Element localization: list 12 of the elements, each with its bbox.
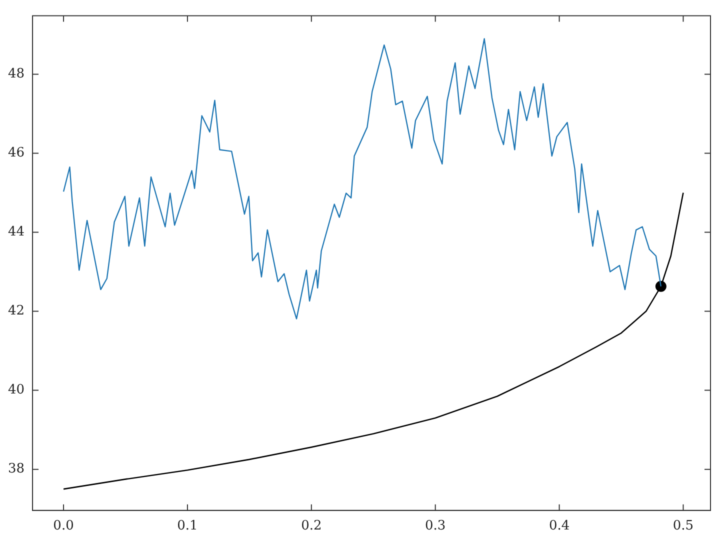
x-tick-label: 0.3 xyxy=(425,518,446,534)
y-tick-label: 40 xyxy=(8,382,25,398)
y-tick-label: 38 xyxy=(8,462,25,477)
x-tick-label: 0.0 xyxy=(53,518,74,534)
y-tick-label: 44 xyxy=(8,224,25,240)
y-tick-label: 42 xyxy=(8,304,25,319)
x-tick-label: 0.1 xyxy=(177,518,198,534)
x-tick-label: 0.2 xyxy=(301,518,322,534)
y-tick-label: 48 xyxy=(8,66,25,82)
y-tick-label: 46 xyxy=(8,146,25,161)
x-tick-label: 0.5 xyxy=(672,518,694,534)
x-tick-label: 0.4 xyxy=(548,518,570,534)
